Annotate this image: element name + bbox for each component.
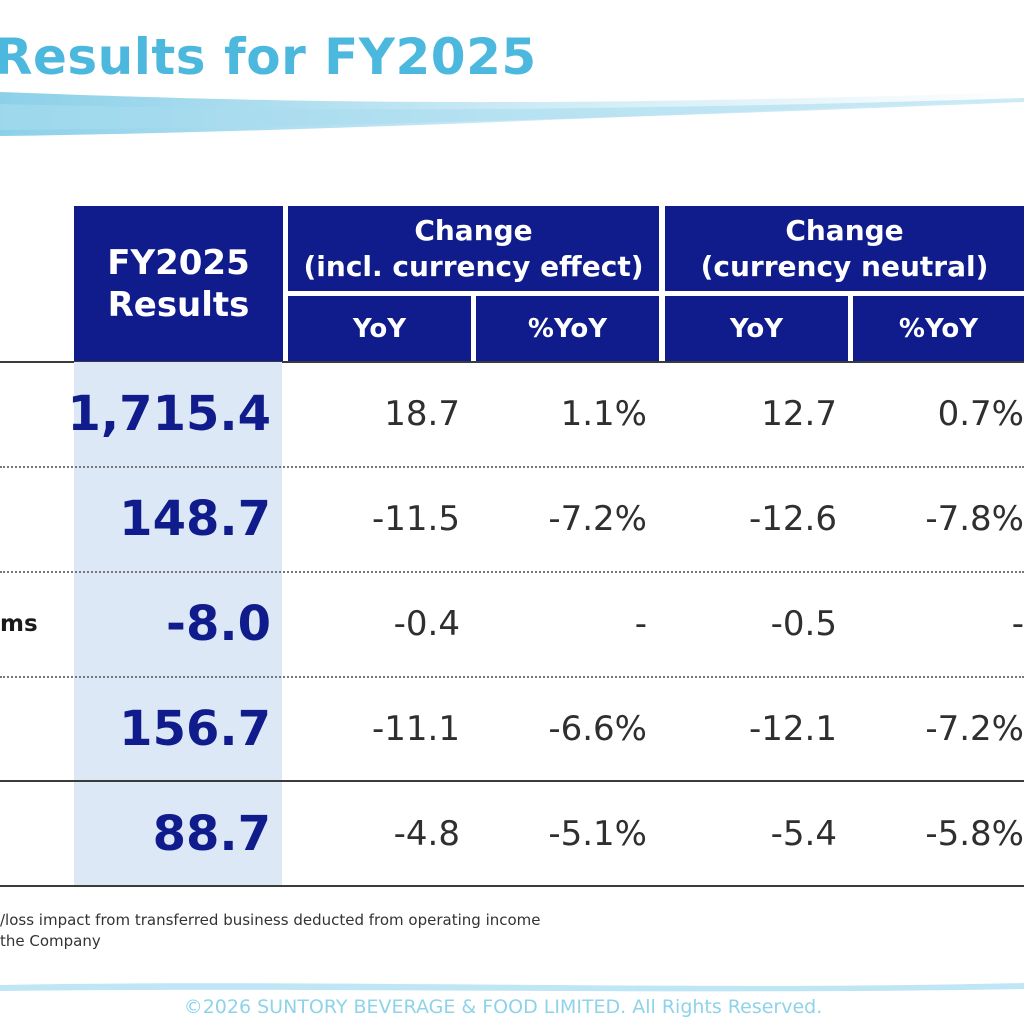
fy2025-value: 1,715.4 <box>67 386 271 442</box>
yoy-neutral-value: -5.4 <box>770 814 837 854</box>
pct-yoy-incl-value: -6.6% <box>548 709 647 749</box>
pct-yoy-neutral-value: - <box>1011 604 1024 644</box>
header-line-1: Change <box>414 213 533 247</box>
yoy-neutral-value: -12.1 <box>749 709 837 749</box>
fy2025-value: 88.7 <box>152 806 271 862</box>
table-row: ms -8.0 -0.4 - -0.5 - <box>0 572 1024 676</box>
footer-wave-decoration <box>0 983 1024 992</box>
pct-yoy-neutral-value: -5.8% <box>925 814 1024 854</box>
results-column-highlight <box>74 362 282 885</box>
table-row: 88.7 -4.8 -5.1% -5.4 -5.8% <box>0 782 1024 886</box>
yoy-incl-value: 18.7 <box>384 394 460 434</box>
page-title: Results for FY2025 <box>0 28 537 86</box>
header-change-currency-neutral: Change (currency neutral) <box>665 206 1024 291</box>
yoy-neutral-value: -12.6 <box>749 499 837 539</box>
row-divider <box>0 571 1024 573</box>
yoy-neutral-value: -0.5 <box>770 604 837 644</box>
table-row: 148.7 -11.5 -7.2% -12.6 -7.8% <box>0 467 1024 571</box>
subheader-pct-yoy-neutral: %YoY <box>853 296 1024 362</box>
fy2025-value: 156.7 <box>119 701 271 757</box>
subheader-yoy-neutral: YoY <box>665 296 848 362</box>
fy2025-value: 148.7 <box>119 491 271 547</box>
row-divider <box>0 676 1024 678</box>
pct-yoy-incl-value: - <box>634 604 647 644</box>
yoy-incl-value: -0.4 <box>393 604 460 644</box>
table-bottom-line <box>0 885 1024 887</box>
yoy-incl-value: -11.1 <box>372 709 460 749</box>
header-line-1: Change <box>785 213 904 247</box>
header-line-2: Results <box>107 285 250 325</box>
yoy-neutral-value: 12.7 <box>761 394 837 434</box>
row-divider <box>0 466 1024 468</box>
header-line-2: (currency neutral) <box>700 249 989 283</box>
pct-yoy-incl-value: -7.2% <box>548 499 647 539</box>
footnote: the Company <box>0 932 101 950</box>
row-divider <box>0 780 1024 782</box>
footnote: /loss impact from transferred business d… <box>0 911 541 929</box>
pct-yoy-neutral-value: -7.2% <box>925 709 1024 749</box>
pct-yoy-incl-value: -5.1% <box>548 814 647 854</box>
table-row: 156.7 -11.1 -6.6% -12.1 -7.2% <box>0 677 1024 781</box>
row-label: ms <box>0 611 38 637</box>
fy2025-value: -8.0 <box>166 596 271 652</box>
header-bottom-line <box>0 361 1024 363</box>
header-line-2: (incl. currency effect) <box>303 249 644 283</box>
header-change-incl-currency: Change (incl. currency effect) <box>288 206 659 291</box>
pct-yoy-incl-value: 1.1% <box>560 394 647 434</box>
header-line-1: FY2025 <box>107 243 250 283</box>
header-fy2025-results: FY2025 Results <box>74 206 283 362</box>
pct-yoy-neutral-value: 0.7% <box>937 394 1024 434</box>
header-wave-decoration <box>0 92 1024 136</box>
subheader-pct-yoy-incl: %YoY <box>476 296 659 362</box>
pct-yoy-neutral-value: -7.8% <box>925 499 1024 539</box>
copyright-text: ©2026 SUNTORY BEVERAGE & FOOD LIMITED. A… <box>183 996 823 1018</box>
yoy-incl-value: -4.8 <box>393 814 460 854</box>
subheader-yoy-incl: YoY <box>288 296 471 362</box>
table-row: 1,715.4 18.7 1.1% 12.7 0.7% <box>0 362 1024 466</box>
yoy-incl-value: -11.5 <box>372 499 460 539</box>
